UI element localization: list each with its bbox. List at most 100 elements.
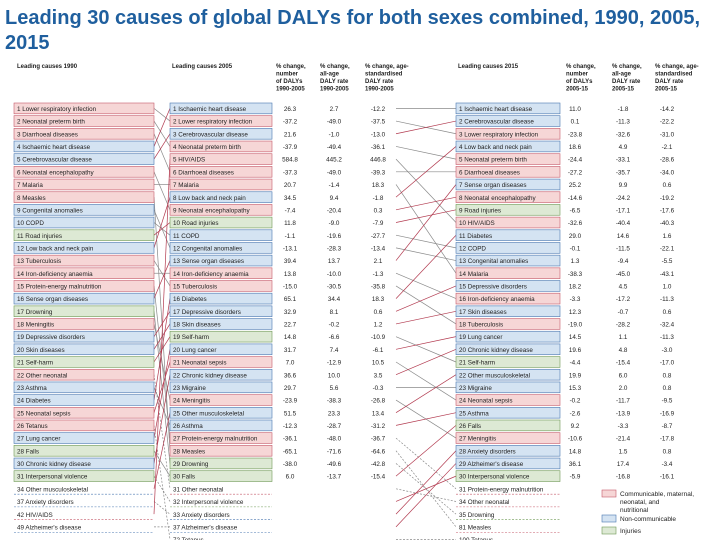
- column-header: DALY rate: [320, 79, 349, 85]
- cause-label: 23 Migraine: [173, 385, 206, 392]
- column-header: DALY rate: [655, 79, 684, 85]
- percent-change-value: 0.3: [374, 207, 383, 214]
- percent-change-value: 18.3: [372, 296, 385, 303]
- cause-label: 24 Diabetes: [17, 398, 51, 405]
- cause-row-2015: 15 Depressive disorders 18.2 4.5 1.0: [455, 280, 672, 292]
- cause-row-2015: 9 Road injuries -6.5 -17.1 -17.6: [455, 204, 675, 216]
- cause-label: 30 Falls: [173, 474, 195, 481]
- cause-box: [169, 216, 273, 229]
- cause-box: [169, 445, 273, 457]
- cause-box: [13, 267, 155, 279]
- cause-box: [169, 267, 273, 279]
- cause-label: 12 COPD: [459, 245, 486, 252]
- legend-label: Non-communicable: [620, 516, 676, 523]
- rank-connector: [153, 133, 171, 172]
- cause-row-2015: 11 Diabetes 29.0 14.6 1.6: [455, 229, 672, 241]
- percent-change-value: -36.7: [371, 436, 386, 443]
- cause-box: [455, 394, 561, 406]
- percent-change-value: 3.5: [374, 372, 383, 379]
- column-header: standardised: [365, 72, 403, 78]
- cause-label: 15 Depressive disorders: [459, 284, 527, 291]
- percent-change-value: -15.4: [616, 360, 631, 367]
- percent-change-value: 22.7: [284, 322, 297, 329]
- cause-row-2015: 81 Measles: [456, 524, 560, 533]
- percent-change-value: 12.3: [569, 309, 582, 316]
- cause-row-2015: 18 Tuberculosis -19.0 -28.2 -32.4: [455, 318, 675, 330]
- cause-box: [13, 318, 155, 330]
- percent-change-value: 21.6: [284, 131, 297, 138]
- cause-label: 22 Chronic kidney disease: [173, 372, 247, 379]
- cause-label: 1 Ischaemic heart disease: [173, 106, 247, 113]
- cause-box: [455, 254, 561, 267]
- cause-box: [169, 318, 273, 330]
- cause-row-2015: 2 Cerebrovascular disease 0.1 -11.3 -22.2: [455, 115, 675, 127]
- percent-change-value: 4.8: [619, 347, 628, 354]
- cause-row-1990: 10 COPD: [13, 216, 155, 229]
- cause-row-2015: 35 Drowning: [456, 512, 560, 520]
- cause-row-2005: 5 HIV/AIDS 584.8 445.2 446.8: [169, 153, 386, 165]
- percent-change-value: -34.0: [660, 169, 675, 176]
- cause-label: 35 Drowning: [459, 512, 495, 519]
- cause-label: 19 Self-harm: [173, 334, 209, 341]
- percent-change-value: 11.0: [569, 106, 581, 113]
- column-header: 2005-15: [655, 87, 678, 93]
- percent-change-value: 5.6: [330, 385, 339, 392]
- cause-row-1990: 22 Other neonatal: [13, 368, 155, 381]
- percent-change-value: 1.6: [663, 233, 672, 240]
- percent-change-value: -9.0: [329, 220, 340, 227]
- cause-box: [13, 419, 155, 432]
- rank-connector: [153, 159, 171, 515]
- slide-title: Leading 30 causes of global DALYs for bo…: [5, 7, 701, 54]
- cause-label: 14 Iron-deficiency anaemia: [173, 271, 249, 278]
- percent-change-value: -10.9: [371, 334, 386, 341]
- percent-change-value: -49.0: [327, 119, 342, 126]
- cause-label: 25 Other musculoskeletal: [173, 410, 244, 417]
- column-headers: Leading causes 1990 Leading causes 2005 Le…: [17, 64, 699, 93]
- cause-row-2005: 9 Neonatal encephalopathy -7.4 -20.4 0.3: [169, 204, 383, 216]
- cause-row-2005: 17 Depressive disorders 32.9 8.1 0.6: [169, 305, 383, 317]
- cause-label: 11 Road injuries: [17, 233, 62, 240]
- cause-row-2005: 23 Migraine 29.7 5.6 -0.3: [169, 381, 384, 394]
- cause-box: [169, 166, 273, 178]
- cause-label: 2 Neonatal preterm birth: [17, 119, 85, 126]
- cause-row-2005: 11 COPD -1.1 -19.6 -27.7: [169, 229, 386, 241]
- cause-row-2015: 8 Neonatal encephalopathy -14.6 -24.2 -19.2: [455, 191, 675, 203]
- cause-label: 24 Neonatal sepsis: [459, 398, 513, 405]
- cause-label: 37 Alzheimer's disease: [173, 524, 238, 531]
- percent-change-value: -6.5: [570, 207, 581, 214]
- percent-change-value: 9.2: [571, 423, 580, 430]
- percent-change-value: 20.7: [284, 182, 297, 189]
- rank-connector: [395, 336, 457, 363]
- cause-label: 3 Cerebrovascular disease: [173, 131, 248, 138]
- cause-row-2015: 29 Alzheimer's disease 36.1 17.4 -3.4: [455, 457, 673, 470]
- column-header: Leading causes 2005: [172, 64, 233, 70]
- percent-change-value: -16.9: [660, 410, 675, 417]
- cause-row-1990: 27 Lung cancer: [13, 432, 155, 444]
- percent-change-value: 18.2: [569, 284, 582, 291]
- cause-label: 28 Measles: [173, 448, 205, 455]
- column-header: of DALYs: [276, 79, 303, 85]
- percent-change-value: -4.4: [570, 360, 581, 367]
- cause-label: 17 Depressive disorders: [173, 309, 241, 316]
- cause-box: [455, 330, 561, 343]
- cause-label: 13 Congenital anomalies: [459, 258, 528, 265]
- legend-swatch: [601, 489, 617, 498]
- cause-row-2005: 4 Neonatal preterm birth -37.9 -49.4 -36.1: [169, 140, 386, 153]
- cause-label: 26 Falls: [459, 423, 481, 430]
- cause-row-2015: 27 Meningitis -10.6 -21.4 -17.8: [455, 432, 675, 444]
- percent-change-value: -2.6: [570, 410, 581, 417]
- percent-change-value: -8.7: [662, 423, 673, 430]
- cause-row-1990: 11 Road injuries: [13, 229, 155, 241]
- cause-box: [455, 318, 561, 330]
- cause-label: 8 Low back and neck pain: [173, 195, 246, 202]
- percent-change-value: -32.4: [660, 322, 675, 329]
- percent-change-value: -0.2: [570, 398, 581, 405]
- cause-label: 30 Chronic kidney disease: [17, 461, 91, 468]
- percent-change-value: 23.3: [328, 410, 341, 417]
- column-header: of DALYs: [566, 79, 593, 85]
- cause-row-2015: 4 Low back and neck pain 18.6 4.9 -2.1: [455, 140, 673, 153]
- percent-change-value: -11.3: [660, 334, 674, 341]
- cause-label: 5 Neonatal preterm birth: [459, 157, 527, 164]
- rank-connector: [153, 349, 171, 439]
- cause-box: [169, 381, 273, 394]
